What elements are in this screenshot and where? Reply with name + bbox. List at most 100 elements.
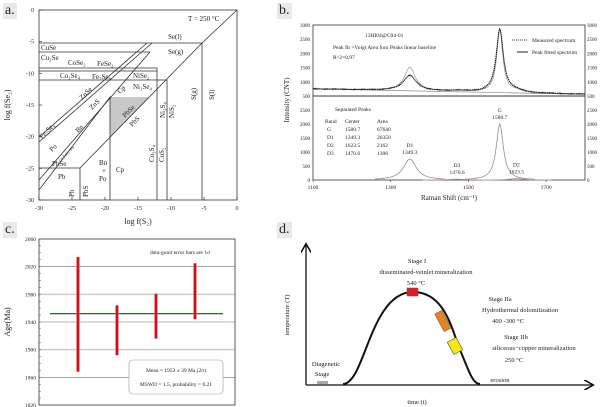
field-label: Ni₃S₄ — [159, 102, 167, 118]
stage-iib-marker — [446, 337, 464, 355]
x-tick-label: -30 — [35, 206, 43, 212]
stage-iia-temp: 400 -300 °C — [492, 318, 524, 325]
diagenetic-label: Diagenetic — [312, 361, 340, 368]
right-y-tick-label: 500 — [587, 95, 595, 100]
peak-center-label: 1349.3 — [402, 150, 417, 156]
mean-text: Mean = 1952 ± 39 Ma (2σ) — [146, 367, 206, 374]
right-y-tick-label: 1500 — [587, 137, 598, 142]
stage-i-desc: disseminated-veinlet mineralization — [380, 269, 474, 276]
y-axis-label: Age(Ma) — [3, 307, 12, 337]
temperature-annotation: T = 250 °C — [188, 15, 220, 23]
left-y-tick-label: 2500 — [300, 38, 311, 43]
peak-center-label: 1623.5 — [509, 169, 524, 175]
x-tick-label: -10 — [167, 206, 175, 212]
peak-center-label: 1470.6 — [449, 170, 464, 176]
left-y-tick-label: 2500 — [300, 109, 311, 114]
y-tick-label: 1980 — [25, 292, 36, 298]
field-label: Ni₃Se₄ — [133, 83, 152, 91]
field-label: CoSe₂ — [68, 59, 86, 67]
sample-id: 13HI04@C04-01 — [365, 33, 404, 39]
y-axis-label: temperature (T) — [284, 295, 291, 336]
field-label: + — [102, 167, 106, 175]
x-tick-label: 1300 — [385, 185, 396, 191]
error-bar — [115, 305, 119, 356]
left-y-tick-label: 500 — [303, 165, 311, 170]
table-cell: 26350 — [377, 135, 391, 141]
x-axis-label: time (t) — [407, 399, 426, 406]
peak-band-label: D3 — [454, 163, 461, 169]
field-label: Bn — [74, 123, 86, 135]
left-y-tick-label: 1000 — [300, 81, 311, 86]
sg-boundary — [201, 9, 238, 44]
field-label: Po — [48, 142, 59, 153]
temperature-curve — [342, 290, 481, 385]
field-label: Bn — [99, 159, 108, 167]
x-tick-label: -20 — [101, 206, 109, 212]
plot-frame — [38, 238, 236, 406]
right-y-tick-label: 0 — [587, 179, 590, 184]
right-y-tick-label: 2500 — [587, 38, 598, 43]
fit-info: Peak fit =Voigt Area four Peaks linear b… — [333, 44, 437, 51]
stage-iib-temp: 250 °C — [505, 357, 523, 364]
error-bar — [154, 293, 158, 339]
peak-band-label: D2 — [513, 162, 520, 168]
pbse-pb-boundary — [39, 167, 81, 200]
x-tick-label: 1700 — [541, 185, 552, 191]
separated-peaks-title: Separated Peaks — [335, 107, 371, 113]
field-label: PbSe — [52, 160, 66, 168]
table-cell: D2 — [327, 143, 334, 149]
field-label: Pb — [58, 173, 66, 181]
left-y-tick-label: 3000 — [300, 24, 311, 29]
field-label: S(l) — [208, 89, 216, 100]
y-tick-label: -10 — [26, 71, 34, 77]
right-y-tick-label: 1000 — [587, 151, 598, 156]
fese2-boundary — [39, 67, 158, 200]
diagenetic-label: Stage — [315, 371, 330, 378]
left-y-tick-label: 0 — [308, 179, 311, 184]
y-tick-label: 2020 — [25, 265, 36, 271]
field-label: CuSe — [41, 44, 56, 52]
stage-iia-title: Stage IIa — [488, 296, 511, 303]
table-cell: D1 — [327, 135, 334, 141]
right-y-tick-label: 2000 — [587, 123, 598, 128]
field-label: Cu₂Se — [41, 54, 59, 62]
right-y-tick-label: 3000 — [587, 24, 598, 29]
x-axis-label: log f(S₂) — [124, 217, 152, 226]
bottom-plot-frame — [312, 95, 586, 181]
znse-boundary — [38, 42, 153, 143]
field-label: NiS₂ — [168, 104, 176, 118]
field-label: Cp — [116, 84, 128, 96]
field-label: Po — [99, 175, 107, 183]
stage-iib-desc: siliceous−copper mineralization — [492, 345, 576, 352]
y-tick-label: 2060 — [25, 237, 36, 243]
y-axis-label: log f(Se₂) — [3, 89, 12, 120]
left-y-tick-label: 1500 — [300, 137, 311, 142]
table-cell: 1306 — [377, 151, 388, 157]
table-header: Area — [377, 119, 388, 125]
x-tick-label: -15 — [134, 206, 142, 212]
field-label: Se(g) — [168, 48, 184, 56]
peak-center-label: 1580.7 — [492, 115, 507, 121]
field-label: NiSe₂ — [133, 72, 150, 80]
field-label: Cp — [116, 166, 125, 174]
right-y-tick-label: 1500 — [587, 67, 598, 72]
stage-iia-marker — [434, 309, 452, 333]
cp-boundary — [38, 95, 111, 200]
panel-label-d: d. — [277, 222, 292, 238]
diagenetic-marker — [317, 381, 328, 384]
field-label: PbS — [82, 186, 90, 197]
field-label: S(g) — [190, 87, 198, 100]
panel-label-a: a. — [3, 3, 17, 19]
panel-label-c: c. — [3, 222, 17, 238]
panel-label-b: b. — [277, 3, 292, 19]
stage-iib-title: Stage IIb — [504, 334, 528, 341]
stage-i-marker — [406, 287, 419, 297]
right-y-tick-label: 2000 — [587, 52, 598, 57]
field-label: CoS₂ — [158, 147, 166, 162]
stage-i-temp: 540 °C — [407, 280, 425, 287]
right-y-tick-label: 500 — [587, 165, 595, 170]
peak-band-label: D1 — [407, 143, 414, 149]
